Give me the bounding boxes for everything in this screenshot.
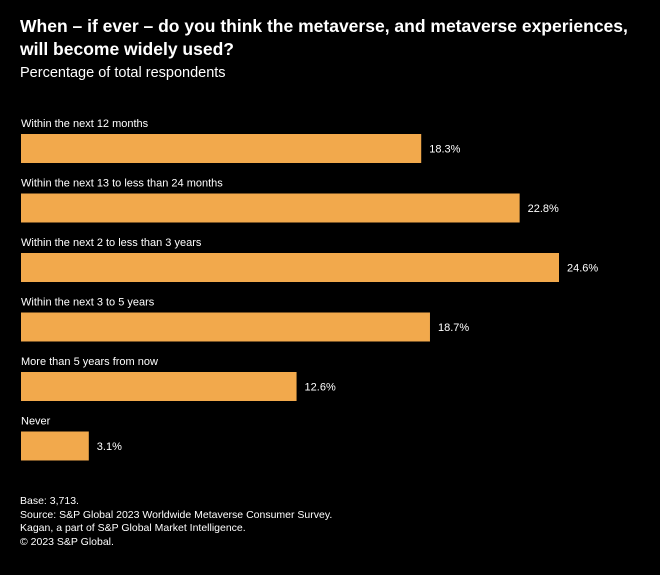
- chart-title: When – if ever – do you think the metave…: [20, 16, 628, 59]
- footer-kagan: Kagan, a part of S&P Global Market Intel…: [20, 522, 246, 534]
- bar: [21, 253, 559, 282]
- category-label: Within the next 2 to less than 3 years: [21, 237, 202, 249]
- value-label: 18.3%: [429, 144, 460, 156]
- bar: [21, 193, 520, 223]
- value-label: 3.1%: [97, 441, 122, 453]
- category-label: Within the next 12 months: [21, 118, 149, 130]
- bar: [21, 312, 430, 342]
- value-label: 18.7%: [438, 322, 469, 334]
- bar-chart: Within the next 12 months 18.3% Within the…: [21, 118, 598, 461]
- value-label: 22.8%: [528, 203, 559, 215]
- footer-source: Source: S&P Global 2023 Worldwide Metave…: [20, 508, 333, 521]
- footer-base: Base: 3,713.: [20, 495, 79, 507]
- bar: [21, 431, 89, 461]
- category-label: More than 5 years from now: [21, 356, 158, 368]
- value-label: 12.6%: [305, 382, 336, 394]
- bar: [21, 134, 422, 163]
- category-label: Never: [21, 416, 51, 428]
- category-label: Within the next 13 to less than 24 month…: [21, 178, 223, 190]
- chart-subtitle: Percentage of total respondents: [20, 65, 226, 81]
- value-label: 24.6%: [567, 263, 598, 275]
- footer-copyright: © 2023 S&P Global.: [20, 535, 114, 548]
- bar: [21, 372, 297, 401]
- category-label: Within the next 3 to 5 years: [21, 297, 155, 309]
- chart-footer: Base: 3,713. Source: S&P Global 2023 Wor…: [20, 495, 332, 549]
